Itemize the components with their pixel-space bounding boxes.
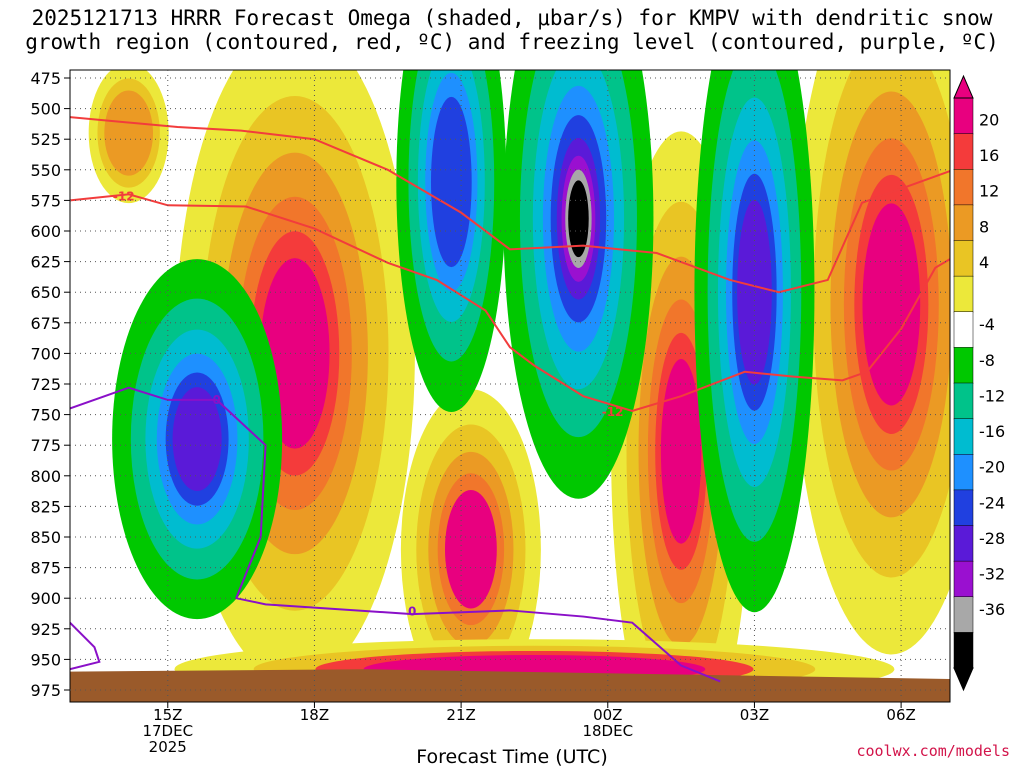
freezing-level-contour: [70, 386, 721, 683]
pos-col-4-6: [868, 225, 914, 384]
x-axis-title: Forecast Time (UTC): [416, 746, 608, 768]
colorbar-label-5: -4: [979, 315, 995, 334]
y-tick-label-500: 500: [30, 100, 61, 119]
y-tick-label-650: 650: [30, 283, 61, 302]
freezing-level-contour-2: [70, 621, 101, 671]
dgz-label-left: -12: [113, 190, 135, 204]
dgz-label-right: -12: [602, 405, 624, 419]
colorbar: 20 16 12 8 4 -4 -8 -12 -16 -20 -24 -28 -32 -36: [953, 74, 1005, 692]
x-tick-label-1: 18Z: [300, 706, 329, 724]
credit-text: coolwx.com/models: [856, 742, 1010, 760]
colorbar-swatch-12: [953, 525, 974, 562]
y-tick-label-600: 600: [30, 222, 61, 241]
dgz-upper-contour: [70, 116, 950, 294]
y-tick-label-525: 525: [30, 130, 61, 149]
colorbar-swatch-10: [953, 454, 974, 491]
y-tick-label-575: 575: [30, 191, 61, 210]
colorbar-swatch-15: [953, 632, 974, 669]
grid-lines: [70, 70, 950, 702]
colorbar-swatch-6: [953, 311, 974, 349]
x-tick-sub-0: 17DEC: [142, 722, 193, 740]
y-tick-label-475: 475: [30, 69, 61, 88]
pos-col-2-4: [444, 490, 497, 609]
colorbar-label-12: -32: [979, 565, 1005, 584]
colorbar-label-6: -8: [979, 351, 995, 370]
y-tick-label-775: 775: [30, 436, 61, 455]
y-tick-label-850: 850: [30, 528, 61, 547]
colorbar-swatch-5: [953, 275, 974, 313]
colorbar-swatch-4: [953, 240, 974, 277]
colorbar-label-1: 16: [979, 146, 999, 165]
colorbar-label-11: -28: [979, 529, 1005, 548]
ground-surface: [70, 669, 950, 702]
y-tick-label-900: 900: [30, 589, 61, 608]
colorbar-swatch-14: [953, 596, 974, 634]
pos-col-1-6: [267, 279, 322, 428]
colorbar-bottom-arrow: [953, 667, 974, 692]
colorbar-swatch-11: [953, 489, 974, 527]
x-tick-sub2-0: 2025: [149, 738, 187, 756]
colorbar-label-9: -20: [979, 458, 1005, 477]
freezing-label-b: 0: [408, 605, 416, 619]
contours: -12 -12 0 0: [70, 116, 950, 683]
colorbar-swatch-3: [953, 204, 974, 242]
x-tick-label-4: 03Z: [740, 706, 769, 724]
neg-col-right-5: [737, 199, 772, 385]
dgz-lower-contour: [70, 193, 950, 412]
title-line-1: 2025121713 HRRR Forecast Omega (shaded, …: [31, 6, 993, 30]
x-tick-label-2: 21Z: [446, 706, 475, 724]
y-tick-label-950: 950: [30, 650, 61, 669]
colorbar-swatch-0: [953, 97, 974, 135]
colorbar-top-arrow: [953, 74, 974, 99]
x-tick-label-3: 00Z: [593, 706, 622, 724]
colorbar-label-0: 20: [979, 110, 999, 129]
y-tick-label-875: 875: [30, 559, 61, 578]
pos-cap-left-2: [104, 90, 154, 176]
chart-title: 2025121713 HRRR Forecast Omega (shaded, …: [0, 6, 1024, 54]
y-axis: 475 500 525 550 575 600 625 650 675 700 725 750 775 8…: [30, 69, 70, 700]
colorbar-label-2: 12: [979, 182, 999, 201]
y-tick-label-725: 725: [30, 375, 61, 394]
y-tick-label-825: 825: [30, 497, 61, 516]
neg-core-11: [573, 200, 584, 237]
colorbar-label-8: -16: [979, 422, 1005, 441]
neg-col-left-5: [172, 387, 222, 492]
colorbar-swatch-2: [953, 169, 974, 206]
y-tick-label-700: 700: [30, 344, 61, 363]
colorbar-label-13: -36: [979, 600, 1005, 619]
y-tick-label-750: 750: [30, 406, 61, 425]
title-line-2: growth region (contoured, red, ºC) and f…: [25, 30, 999, 54]
freezing-label-a: 0: [212, 393, 220, 407]
colorbar-label-10: -24: [979, 493, 1005, 512]
colorbar-swatch-7: [953, 347, 974, 384]
plot-frame: [69, 69, 951, 703]
colorbar-swatch-8: [953, 382, 974, 420]
colorbar-swatch-9: [953, 418, 974, 455]
y-tick-label-675: 675: [30, 314, 61, 333]
colorbar-label-7: -12: [979, 386, 1005, 405]
colorbar-label-3: 8: [979, 217, 989, 236]
colorbar-label-4: 4: [979, 253, 989, 272]
x-tick-label-5: 06Z: [886, 706, 915, 724]
y-tick-label-550: 550: [30, 161, 61, 180]
pos-col-3-5: [660, 358, 702, 544]
neg-col-mid-4: [430, 96, 472, 268]
y-tick-label-625: 625: [30, 253, 61, 272]
colorbar-swatch-1: [953, 133, 974, 170]
colorbar-swatch-13: [953, 560, 974, 598]
x-tick-sub-3: 18DEC: [582, 722, 633, 740]
y-tick-label-800: 800: [30, 467, 61, 486]
y-tick-label-925: 925: [30, 620, 61, 639]
y-tick-label-975: 975: [30, 681, 61, 700]
x-tick-label-0: 15Z: [153, 706, 182, 724]
